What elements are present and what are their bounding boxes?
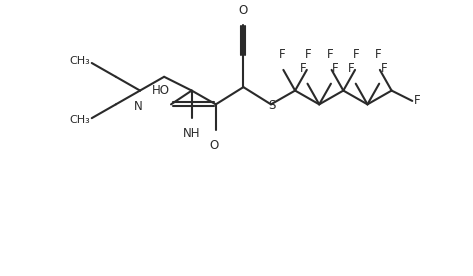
Text: F: F [353, 48, 360, 61]
Text: CH₃: CH₃ [69, 56, 90, 66]
Text: F: F [299, 62, 306, 75]
Text: NH: NH [183, 127, 201, 140]
Text: F: F [327, 48, 333, 61]
Text: F: F [381, 62, 387, 75]
Text: O: O [239, 4, 248, 17]
Text: F: F [375, 48, 382, 61]
Text: F: F [414, 94, 420, 107]
Text: HO: HO [152, 84, 170, 97]
Text: F: F [348, 62, 354, 75]
Text: O: O [210, 139, 219, 152]
Text: S: S [269, 99, 276, 112]
Text: F: F [333, 62, 339, 75]
Text: N: N [134, 100, 143, 113]
Text: F: F [305, 48, 312, 61]
Text: F: F [279, 48, 285, 61]
Text: CH₃: CH₃ [69, 115, 90, 125]
